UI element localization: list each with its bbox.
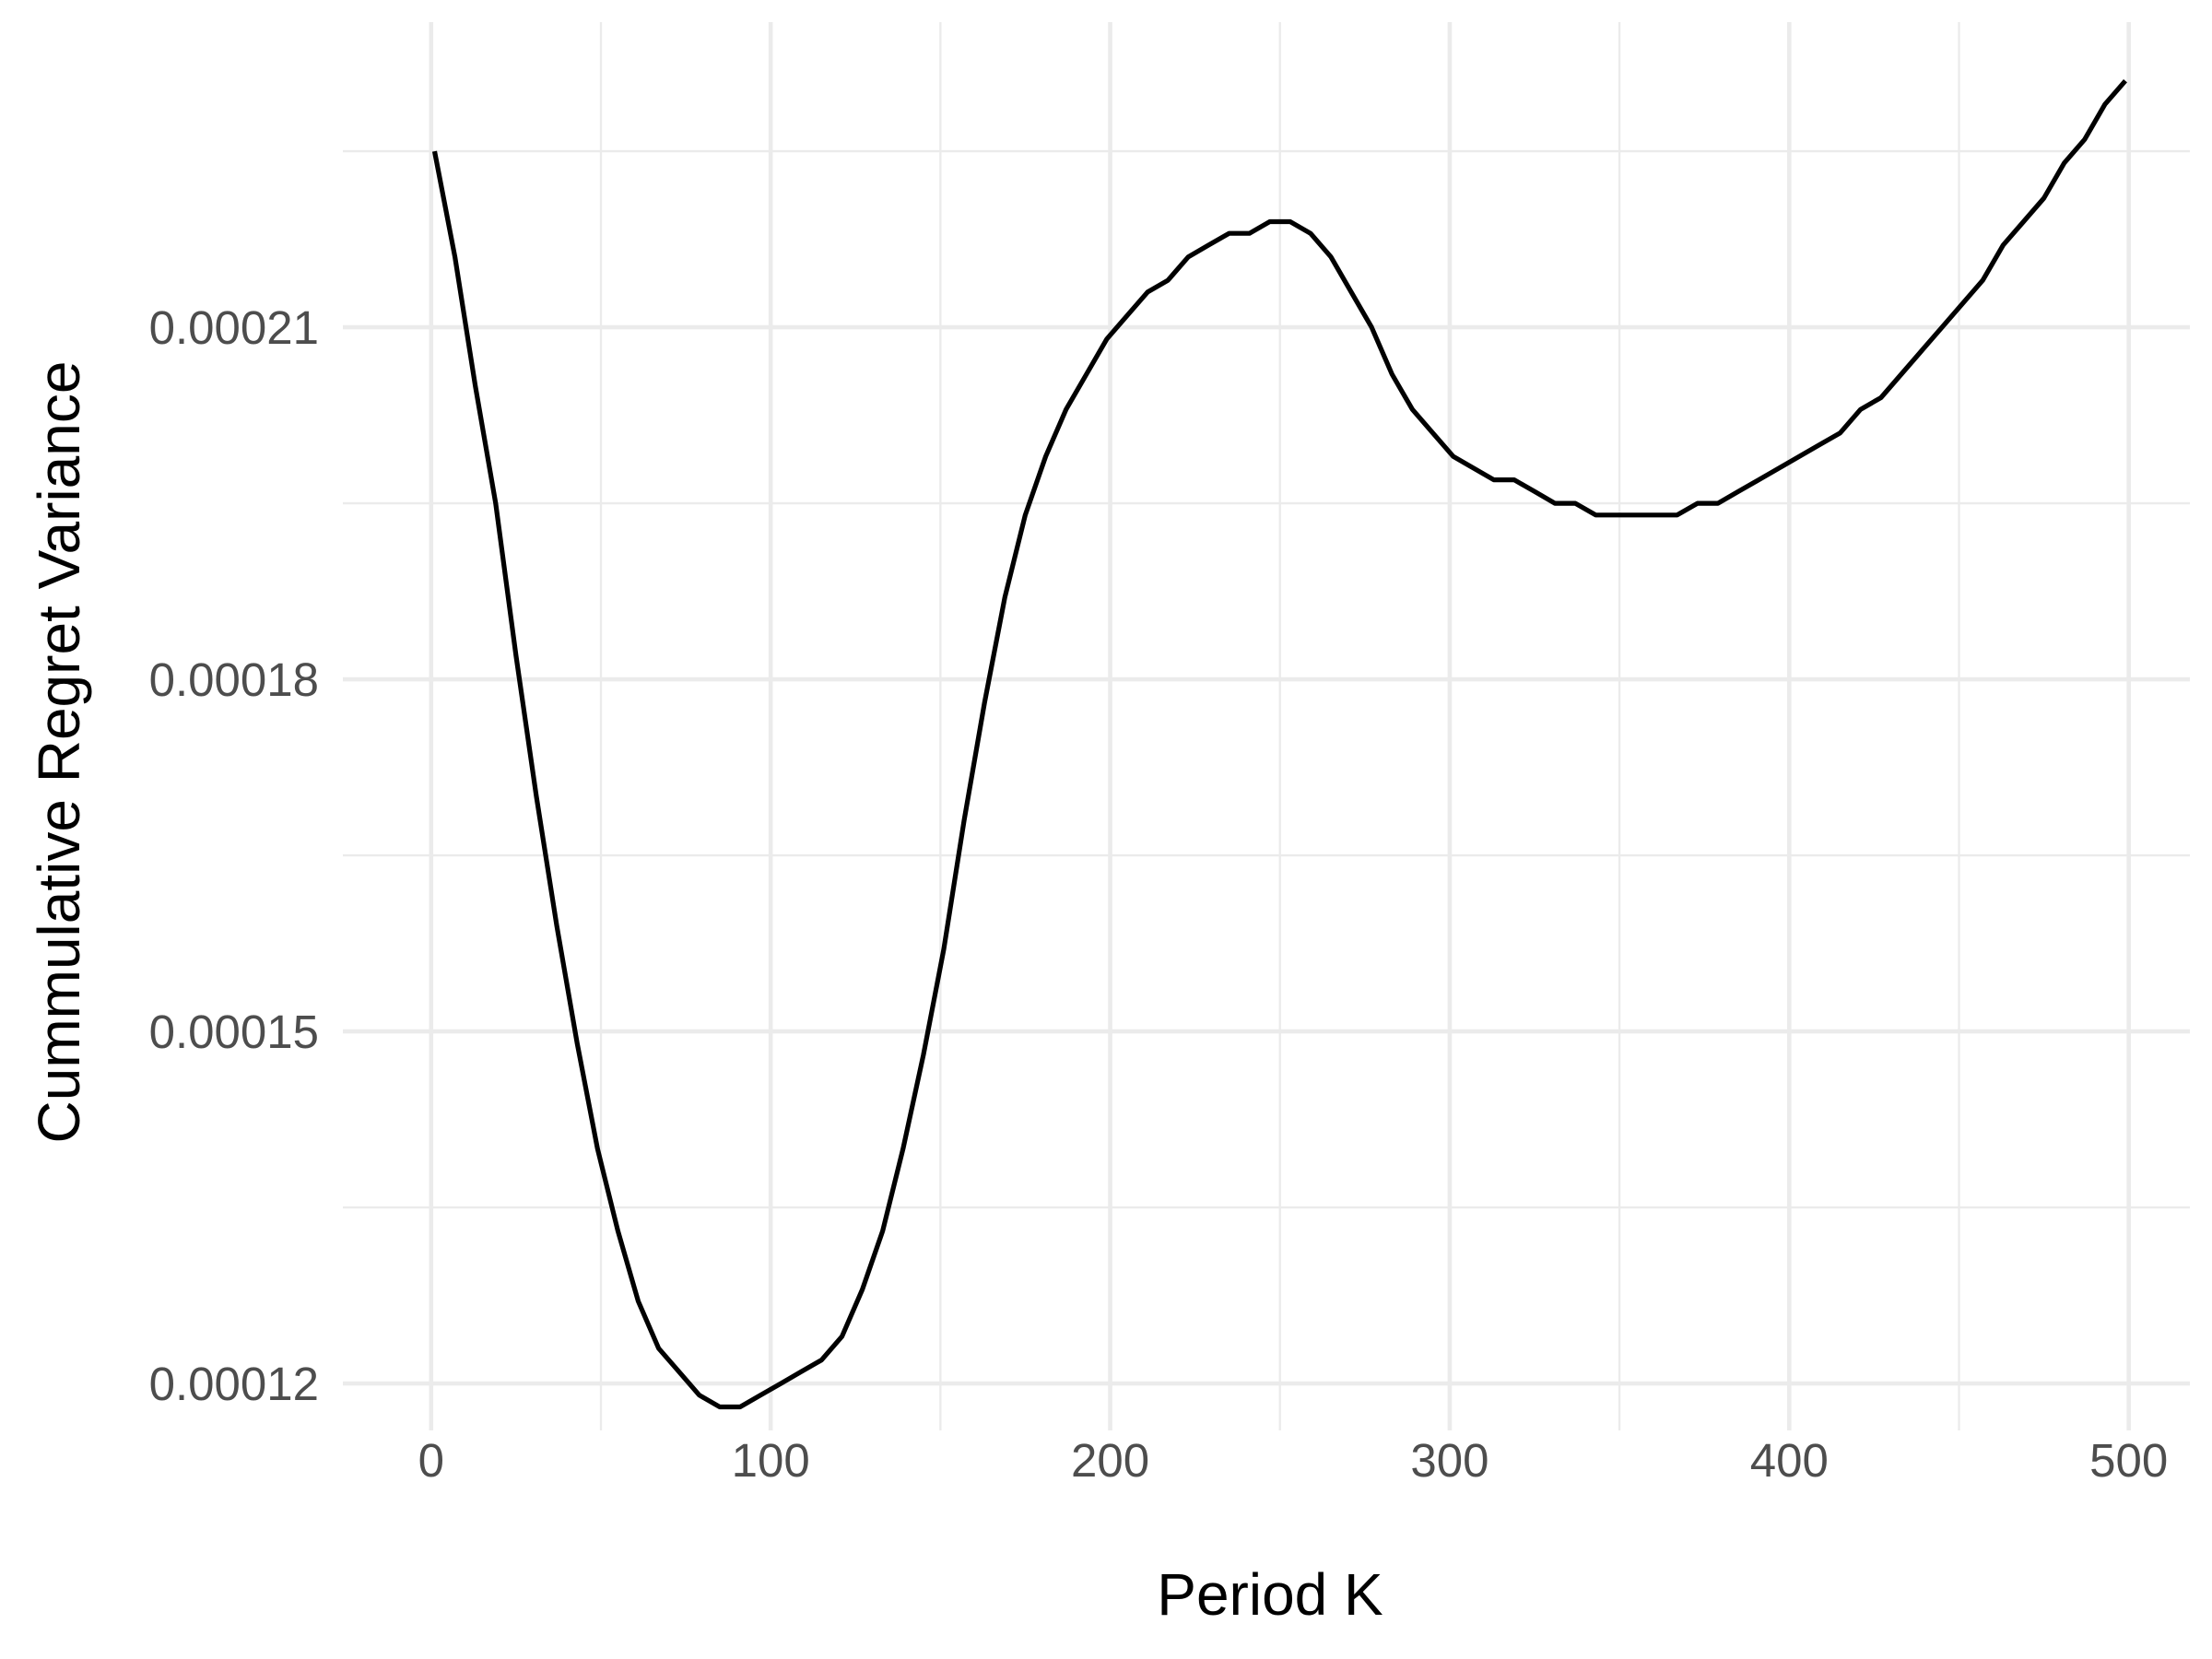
data-series xyxy=(431,78,2127,1410)
x-tick-label: 0 xyxy=(418,1434,444,1487)
grid xyxy=(343,22,2190,1430)
x-tick-label: 500 xyxy=(2089,1434,2168,1487)
x-tick-labels: 0 100 200 300 400 500 xyxy=(418,1434,2169,1487)
x-tick-label: 200 xyxy=(1071,1434,1149,1487)
y-tick-label: 0.00012 xyxy=(149,1358,319,1410)
x-tick-label: 400 xyxy=(1750,1434,1829,1487)
x-axis-title: Period K xyxy=(1157,1561,1382,1628)
y-tick-label: 0.00021 xyxy=(149,301,319,354)
y-tick-labels: 0.00012 0.00015 0.00018 0.00021 xyxy=(149,301,319,1410)
series-line xyxy=(431,78,2127,1410)
y-tick-label: 0.00018 xyxy=(149,653,319,706)
x-tick-label: 300 xyxy=(1410,1434,1488,1487)
y-tick-label: 0.00015 xyxy=(149,1006,319,1058)
x-tick-label: 100 xyxy=(732,1434,810,1487)
y-axis-title: Cummulative Regret Variance xyxy=(26,361,92,1144)
